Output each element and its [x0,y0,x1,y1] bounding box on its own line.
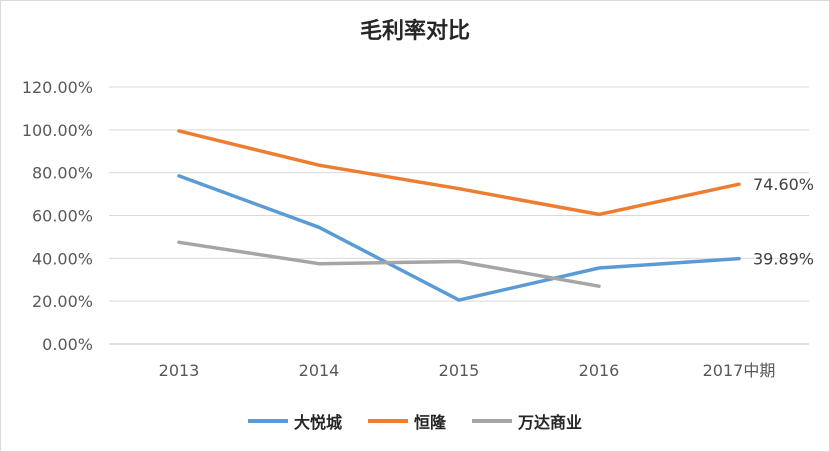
plot-area: 0.00% 20.00% 40.00% 60.00% 80.00% 100.00% 120.… [22,78,814,380]
legend-item: 万达商业 [472,409,582,433]
data-point [457,298,461,302]
data-label: 74.60% [753,175,814,194]
x-tick-label: 2013 [159,361,200,380]
y-tick-label: 0.00% [42,335,93,354]
series-line [177,240,601,288]
x-tick-label: 2014 [299,361,340,380]
data-point [597,284,601,288]
legend-item: 恒隆 [367,409,446,433]
legend-swatch [367,419,408,423]
legend-label: 大悦城 [293,413,342,432]
y-tick-label: 40.00% [32,249,93,268]
y-tick-label: 100.00% [22,121,93,140]
data-point [737,182,741,186]
legend: 大悦城 恒隆 万达商业 [1,409,829,433]
x-tick-label: 2017中期 [703,361,776,380]
legend-label: 万达商业 [518,413,583,432]
data-point [317,163,321,167]
data-point [457,187,461,191]
y-tick-label: 20.00% [32,292,93,311]
data-label: 39.89% [753,250,814,269]
data-point [177,129,181,133]
data-point [457,260,461,264]
y-tick-label: 60.00% [32,207,93,226]
data-point [177,174,181,178]
data-point [737,257,741,261]
data-point [597,212,601,216]
data-point [597,266,601,270]
legend-swatch [472,419,512,423]
series-line [177,174,741,302]
x-tick-label: 2015 [439,361,480,380]
data-point [317,225,321,229]
legend-label: 恒隆 [413,413,446,432]
x-tick-label: 2016 [579,361,620,380]
y-tick-label: 80.00% [32,164,93,183]
data-point [177,240,181,244]
y-tick-label: 120.00% [22,78,93,97]
legend-swatch [247,419,288,423]
chart-title: 毛利率对比 [359,19,470,44]
data-point [317,262,321,266]
legend-item: 大悦城 [247,409,342,433]
